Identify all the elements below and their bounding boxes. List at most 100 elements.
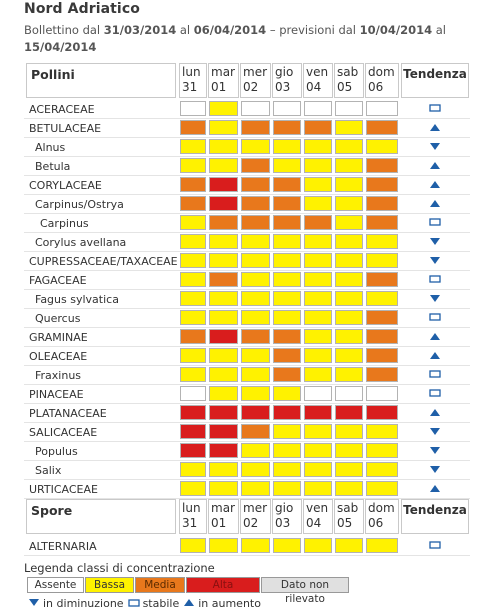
concentration-cell bbox=[366, 462, 398, 477]
row-label: Quercus bbox=[35, 312, 81, 325]
concentration-cell bbox=[273, 196, 301, 211]
day-name: sab bbox=[337, 65, 359, 79]
trend-up-icon bbox=[429, 161, 441, 171]
row-divider bbox=[24, 289, 470, 290]
concentration-cell bbox=[366, 367, 398, 382]
concentration-cell bbox=[241, 272, 270, 287]
concentration-cell bbox=[366, 101, 398, 116]
row-label: Populus bbox=[35, 445, 78, 458]
concentration-cell bbox=[209, 253, 238, 268]
row-divider bbox=[24, 194, 470, 195]
concentration-cell bbox=[209, 443, 238, 458]
concentration-cell bbox=[366, 443, 398, 458]
concentration-cell bbox=[335, 462, 363, 477]
concentration-cell bbox=[180, 177, 206, 192]
row-divider bbox=[24, 422, 470, 423]
trend-down-icon bbox=[429, 427, 441, 437]
legend-title: Legenda classi di concentrazione bbox=[24, 561, 215, 575]
concentration-cell bbox=[335, 348, 363, 363]
concentration-cell bbox=[209, 234, 238, 249]
row-divider bbox=[24, 137, 470, 138]
trend-stable-icon bbox=[429, 313, 441, 323]
day-name: mer bbox=[243, 501, 268, 515]
concentration-cell bbox=[209, 462, 238, 477]
concentration-cell bbox=[241, 158, 270, 173]
bulletin-from-date: 31/03/2014 bbox=[103, 23, 177, 37]
row-label: Corylus avellana bbox=[35, 236, 127, 249]
trend-stable-icon bbox=[429, 104, 441, 114]
concentration-cell bbox=[335, 310, 363, 325]
spore-section-header: Spore bbox=[26, 499, 176, 534]
concentration-cell bbox=[304, 253, 332, 268]
concentration-cell bbox=[241, 291, 270, 306]
row-label: Fraxinus bbox=[35, 369, 82, 382]
concentration-cell bbox=[335, 481, 363, 496]
bulletin-to-date: 06/04/2014 bbox=[193, 23, 267, 37]
concentration-cell bbox=[180, 158, 206, 173]
concentration-cell bbox=[273, 253, 301, 268]
day-name: mar bbox=[211, 501, 235, 515]
legend-class-yellow: Bassa bbox=[85, 577, 134, 593]
row-label: FAGACEAE bbox=[29, 274, 87, 287]
tendency-header: Tendenza bbox=[401, 499, 469, 534]
concentration-cell bbox=[241, 139, 270, 154]
concentration-cell bbox=[366, 177, 398, 192]
trend-stable-icon bbox=[429, 370, 441, 380]
trend-up-icon bbox=[429, 484, 441, 494]
concentration-cell bbox=[273, 139, 301, 154]
concentration-cell bbox=[304, 310, 332, 325]
concentration-cell bbox=[335, 101, 363, 116]
concentration-cell bbox=[273, 177, 301, 192]
concentration-cell bbox=[273, 120, 301, 135]
day-name: dom bbox=[368, 65, 395, 79]
trend-up-icon bbox=[429, 199, 441, 209]
tendency-header: Tendenza bbox=[401, 63, 469, 98]
concentration-cell bbox=[304, 462, 332, 477]
concentration-cell bbox=[241, 405, 270, 420]
concentration-cell bbox=[241, 310, 270, 325]
concentration-cell bbox=[180, 253, 206, 268]
concentration-cell bbox=[273, 481, 301, 496]
concentration-cell bbox=[335, 424, 363, 439]
concentration-cell bbox=[366, 139, 398, 154]
row-divider bbox=[24, 175, 470, 176]
concentration-cell bbox=[180, 481, 206, 496]
concentration-cell bbox=[180, 196, 206, 211]
day-number: 03 bbox=[275, 516, 291, 530]
day-name: gio bbox=[275, 65, 294, 79]
concentration-cell bbox=[273, 424, 301, 439]
row-divider bbox=[24, 479, 470, 480]
day-number: 02 bbox=[243, 80, 259, 94]
day-number: 05 bbox=[337, 516, 353, 530]
concentration-cell bbox=[209, 538, 238, 553]
concentration-cell bbox=[304, 386, 332, 401]
concentration-cell bbox=[180, 272, 206, 287]
concentration-cell bbox=[209, 386, 238, 401]
concentration-cell bbox=[209, 367, 238, 382]
day-header: gio 03 bbox=[272, 63, 302, 98]
day-name: lun bbox=[182, 501, 201, 515]
row-divider bbox=[24, 384, 470, 385]
concentration-cell bbox=[241, 386, 270, 401]
day-number: 04 bbox=[306, 80, 322, 94]
concentration-cell bbox=[209, 329, 238, 344]
row-divider bbox=[24, 308, 470, 309]
trend-down-icon bbox=[429, 465, 441, 475]
concentration-cell bbox=[304, 405, 332, 420]
trend-up-icon bbox=[429, 408, 441, 418]
concentration-cell bbox=[241, 462, 270, 477]
day-header: dom 06 bbox=[365, 63, 399, 98]
concentration-cell bbox=[304, 538, 332, 553]
concentration-cell bbox=[209, 405, 238, 420]
row-label: ALTERNARIA bbox=[29, 540, 97, 553]
row-label: BETULACEAE bbox=[29, 122, 102, 135]
trend-up-icon bbox=[429, 180, 441, 190]
concentration-cell bbox=[366, 158, 398, 173]
concentration-cell bbox=[304, 177, 332, 192]
concentration-cell bbox=[366, 386, 398, 401]
trend-down-icon bbox=[429, 237, 441, 247]
trend-stable-icon bbox=[429, 389, 441, 399]
day-name: lun bbox=[182, 65, 201, 79]
row-divider bbox=[24, 441, 470, 442]
concentration-cell bbox=[366, 310, 398, 325]
